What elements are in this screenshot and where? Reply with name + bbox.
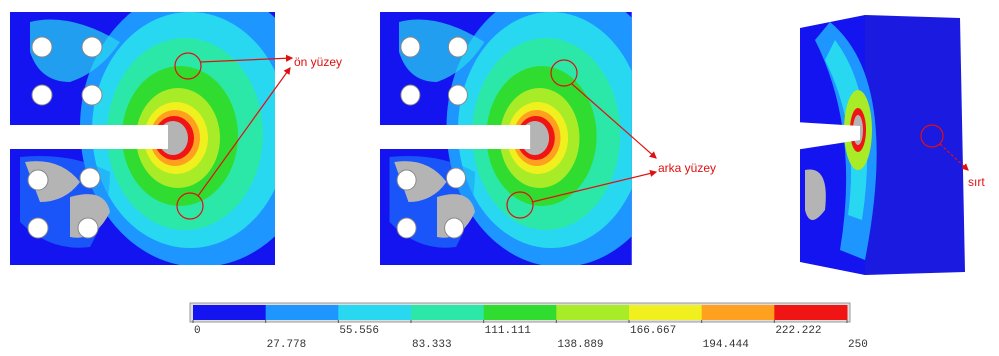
tick-label: 222.222 (775, 325, 821, 337)
tick-label: 27.778 (267, 339, 307, 351)
colorbar: 0 27.778 55.556 83.333 111.111 138.889 166.667… (192, 305, 868, 351)
back-plate (380, 0, 675, 267)
tick-label: 250 (848, 339, 868, 351)
tick-label: 83.333 (412, 339, 452, 351)
color-band (629, 305, 703, 320)
tick-label: 166.667 (630, 325, 676, 337)
color-band (338, 305, 412, 320)
callouts (174, 52, 969, 220)
tick-label: 111.111 (485, 325, 532, 337)
color-band (774, 305, 848, 320)
color-band (701, 305, 775, 320)
tick-label: 0 (194, 325, 201, 337)
tick-label: 55.556 (339, 325, 379, 337)
color-band (193, 305, 267, 320)
color-band (556, 305, 630, 320)
color-band (411, 305, 485, 320)
tick-label: 194.444 (703, 339, 750, 351)
color-band (483, 305, 557, 320)
front-plate (10, 0, 320, 267)
annotation: ön yüzey (294, 55, 342, 69)
annotation: sırt (968, 175, 985, 189)
annotation: arka yüzey (658, 161, 716, 175)
tick-label: 138.889 (557, 339, 603, 351)
color-band (265, 305, 339, 320)
spine-block (795, 15, 965, 275)
